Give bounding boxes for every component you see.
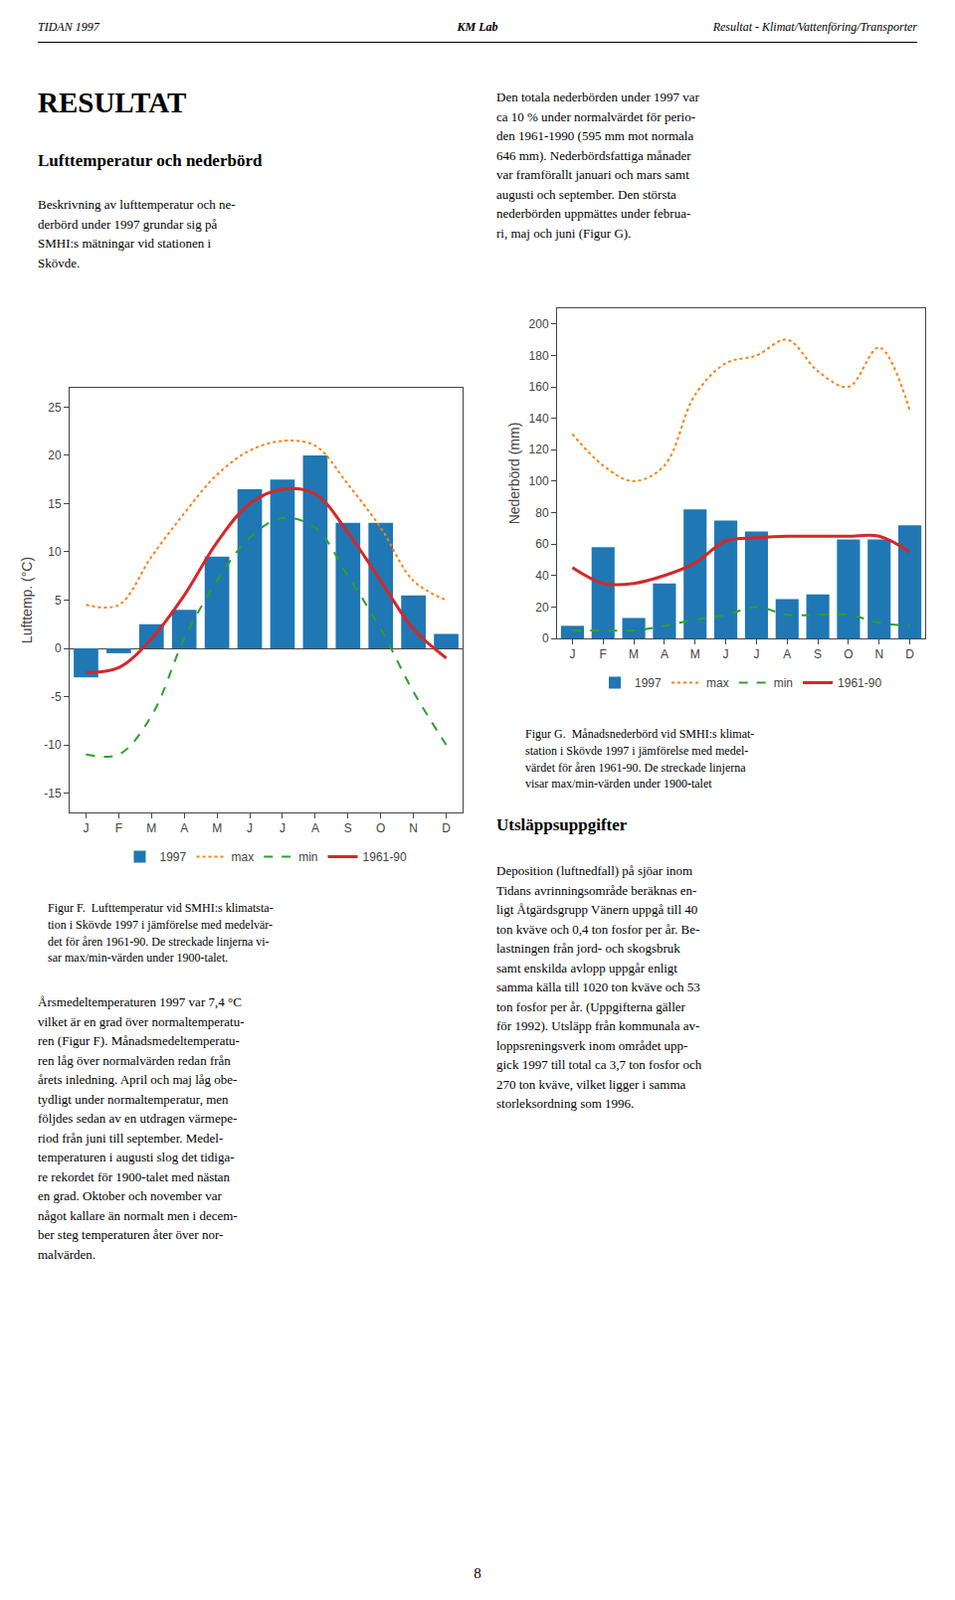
svg-text:F: F <box>115 821 123 836</box>
html-text:Beskrivning av lufttemperatur: Beskrivning av lufttemperatur och ne- de… <box>37 196 236 271</box>
svg-text:0: 0 <box>54 641 62 656</box>
svg-text:-10: -10 <box>43 738 62 753</box>
svg-text:120: 120 <box>529 442 550 457</box>
html-text:KM Lab: KM Lab <box>457 19 498 34</box>
svg-text:15: 15 <box>47 497 62 512</box>
svg-text:N: N <box>408 821 418 836</box>
html-text:Årsmedeltemperaturen 1997 var: Årsmedeltemperaturen 1997 var 7,4 °C vil… <box>37 994 245 1262</box>
svg-text:1961-90: 1961-90 <box>837 676 882 691</box>
svg-text:-5: -5 <box>50 690 62 705</box>
svg-text:200: 200 <box>529 317 550 332</box>
svg-text:A: A <box>782 647 791 662</box>
svg-text:5: 5 <box>54 593 62 608</box>
svg-text:M: M <box>628 647 639 662</box>
svg-text:O: O <box>376 821 385 836</box>
html-text:Lufttemperatur och nederbörd: Lufttemperatur och nederbörd <box>37 151 263 171</box>
svg-text:Lufttemp. (°C): Lufttemp. (°C) <box>18 557 35 644</box>
svg-text:40: 40 <box>535 569 550 583</box>
svg-text:J: J <box>279 821 286 836</box>
svg-text:max: max <box>231 850 255 865</box>
svg-text:20: 20 <box>47 448 62 463</box>
svg-text:60: 60 <box>535 537 550 552</box>
html-text:Figur G. Månadsnederbörd vid S: Figur G. Månadsnederbörd vid SMHI:s klim… <box>525 727 755 792</box>
svg-text:O: O <box>843 647 853 662</box>
html-text:TIDAN 1997: TIDAN 1997 <box>37 19 100 34</box>
svg-text:M: M <box>211 821 222 836</box>
svg-text:-15: -15 <box>43 786 62 801</box>
svg-text:Nederbörd (mm): Nederbörd (mm) <box>506 422 523 526</box>
html-text:Den totala nederbörden under 1: Den totala nederbörden under 1997 var ca… <box>496 89 700 241</box>
html-text:8: 8 <box>473 1565 482 1582</box>
svg-text:J: J <box>723 647 730 662</box>
svg-text:1997: 1997 <box>634 676 662 691</box>
svg-text:10: 10 <box>47 545 62 560</box>
svg-text:J: J <box>246 821 253 836</box>
svg-text:J: J <box>82 821 89 836</box>
svg-text:100: 100 <box>529 474 550 489</box>
svg-text:F: F <box>599 647 607 662</box>
svg-text:min: min <box>773 676 793 691</box>
svg-text:A: A <box>311 821 320 836</box>
svg-text:20: 20 <box>535 600 550 615</box>
svg-text:N: N <box>874 647 884 662</box>
svg-text:0: 0 <box>542 631 550 646</box>
html-text:RESULTAT: RESULTAT <box>37 86 187 119</box>
svg-text:1961-90: 1961-90 <box>363 850 407 865</box>
svg-text:160: 160 <box>529 380 550 394</box>
svg-text:J: J <box>753 647 760 662</box>
svg-text:J: J <box>569 647 575 662</box>
html-text:Figur F. Lufttemperatur vid SM: Figur F. Lufttemperatur vid SMHI:s klima… <box>47 901 274 966</box>
svg-text:1997: 1997 <box>160 850 188 865</box>
html-text:Resultat - Klimat/Vattenföring: Resultat - Klimat/Vattenföring/Transport… <box>712 19 918 34</box>
svg-text:80: 80 <box>535 506 550 521</box>
svg-text:S: S <box>813 647 822 662</box>
svg-text:25: 25 <box>47 400 62 415</box>
svg-text:S: S <box>344 821 353 836</box>
svg-text:M: M <box>690 647 701 662</box>
html-text:Deposition (luftnedfall) på sj: Deposition (luftnedfall) på sjöar inom T… <box>496 863 702 1112</box>
svg-text:min: min <box>298 850 318 865</box>
svg-text:max: max <box>706 676 730 691</box>
svg-text:A: A <box>660 647 669 662</box>
svg-text:D: D <box>441 821 451 836</box>
svg-text:140: 140 <box>529 411 550 426</box>
html-text:Utsläppsuppgifter: Utsläppsuppgifter <box>496 815 628 835</box>
svg-text:M: M <box>146 821 157 836</box>
svg-text:A: A <box>180 821 189 836</box>
svg-text:180: 180 <box>529 349 550 364</box>
svg-text:D: D <box>905 647 915 662</box>
